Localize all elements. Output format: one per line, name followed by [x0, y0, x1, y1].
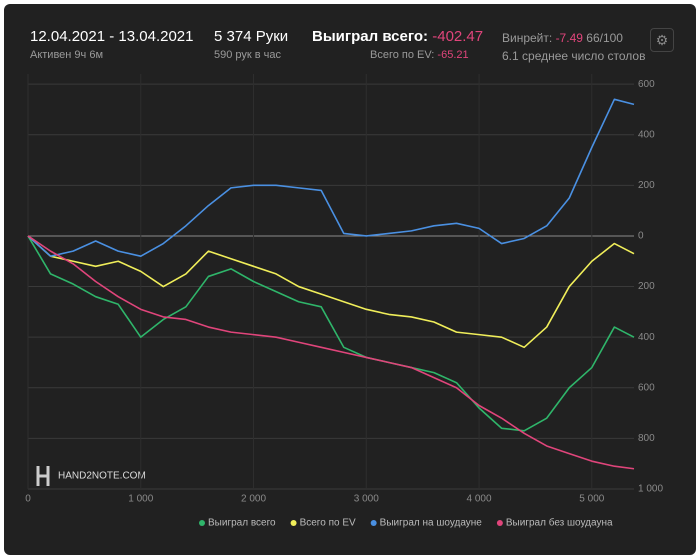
y-tick-label: 0: [638, 231, 644, 242]
settings-button[interactable]: ⚙: [650, 28, 674, 52]
winrate: Винрейт: -7.49 66/100: [502, 31, 623, 45]
x-tick-label: 0: [25, 494, 31, 505]
y-tick-label: 400: [638, 129, 655, 140]
series-line: [27, 98, 635, 257]
y-tick-label: 600: [638, 382, 655, 393]
y-tick-label: 600: [638, 79, 655, 90]
x-tick-label: 3 000: [354, 494, 379, 505]
x-tick-label: 4 000: [467, 494, 492, 505]
ev-value: -65.21: [437, 49, 469, 61]
series-line: [27, 235, 635, 432]
legend-label: Всего по EV: [300, 518, 356, 529]
legend-label: Выиграл всего: [208, 518, 276, 529]
y-tick-label: 400: [638, 332, 655, 343]
won-value: -402.47: [432, 28, 484, 45]
report-panel: 12.04.2021 - 13.04.2021 Активен 9ч 6м 5 …: [4, 4, 696, 555]
won-total: Выиграл всего: -402.47: [312, 28, 483, 45]
winrate-label: Винрейт:: [502, 31, 553, 45]
y-tick-label: 200: [638, 281, 655, 292]
hands-per-hour: 590 рук в час: [214, 49, 282, 61]
legend-label: Выиграл без шоудауна: [506, 517, 613, 529]
won-label: Выиграл всего:: [312, 28, 429, 45]
legend-item: Выиграл всего: [199, 518, 276, 529]
logo-icon: [36, 466, 50, 486]
legend-dot: [290, 520, 297, 526]
legend-item: Выиграл на шоудауне: [370, 518, 483, 529]
legend-dot: [370, 520, 377, 526]
legend-dot: [199, 520, 205, 526]
legend-item: Выиграл без шоудауна: [496, 517, 613, 529]
y-tick-label: 800: [638, 433, 655, 444]
ev-total: Всего по EV: -65.21: [370, 49, 469, 61]
winrate-value: -7.49: [555, 31, 583, 45]
y-tick-label: 200: [638, 180, 655, 191]
logo-text: HAND2NOTE.COM: [58, 471, 146, 482]
series-line: [27, 235, 635, 470]
hands: 5 374 Руки: [214, 28, 289, 45]
y-tick-label: 1 000: [638, 484, 663, 495]
dates: 12.04.2021 - 13.04.2021: [30, 28, 194, 45]
series-line: [27, 235, 635, 349]
legend-label: Выиграл на шоудауне: [380, 518, 483, 529]
active-time: Активен 9ч 6м: [30, 49, 104, 61]
legend-item: Всего по EV: [290, 518, 356, 529]
winrate-unit: 66/100: [586, 31, 623, 45]
x-tick-label: 5 000: [579, 494, 604, 505]
x-tick-label: 1 000: [128, 494, 153, 505]
x-tick-label: 2 000: [241, 494, 266, 505]
legend-dot: [496, 520, 503, 526]
ev-label: Всего по EV:: [370, 49, 435, 61]
logo: HAND2NOTE.COM: [36, 466, 146, 486]
tables: 6.1 среднее число столов: [502, 49, 646, 63]
